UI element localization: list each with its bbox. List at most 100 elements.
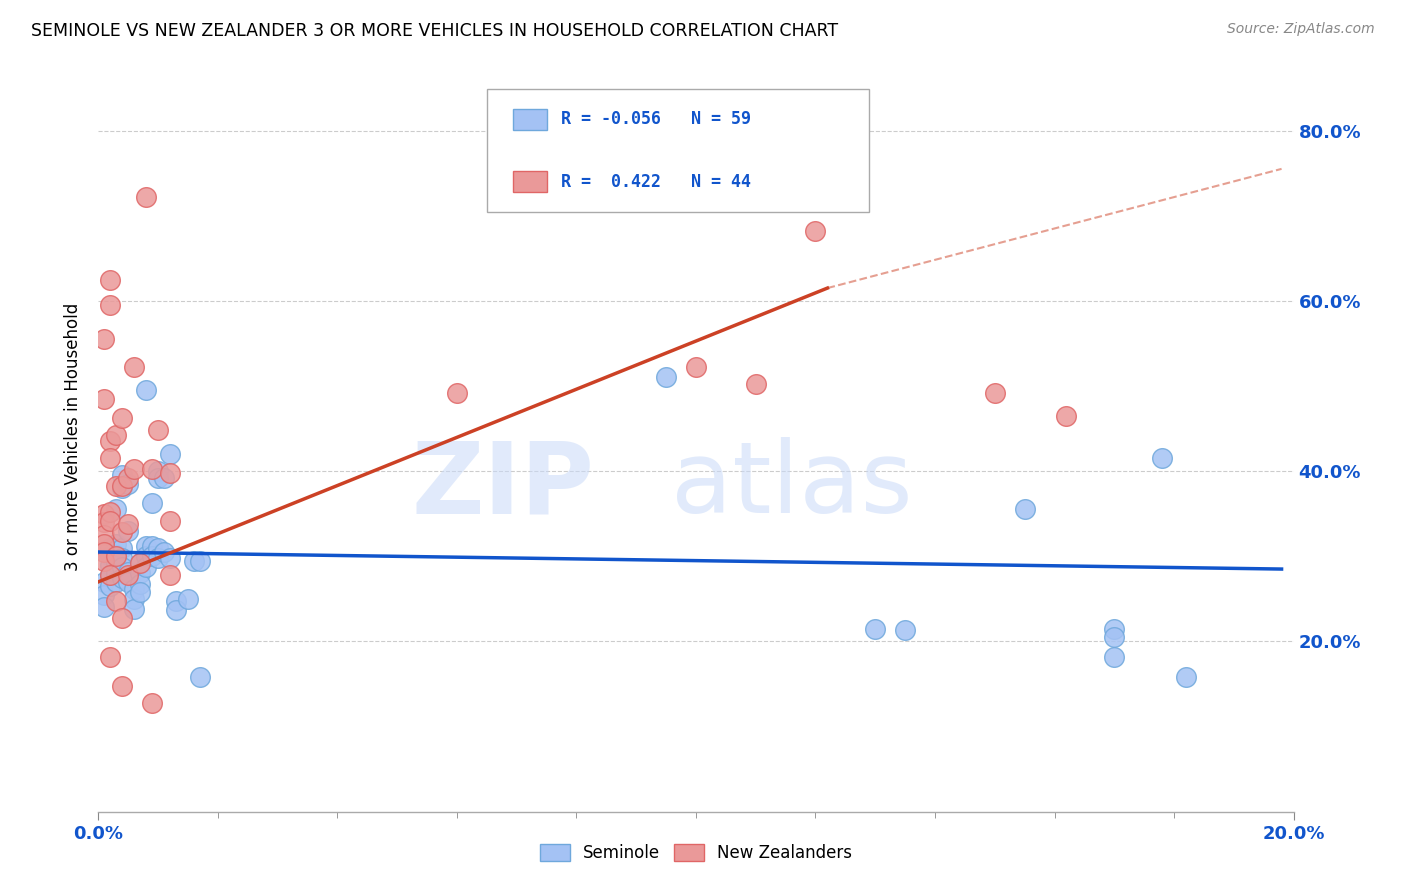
Point	[105, 548, 128, 562]
Point	[93, 515, 115, 529]
Point	[105, 593, 128, 607]
Point	[135, 539, 157, 553]
Point	[159, 447, 181, 461]
Point	[98, 451, 122, 466]
Point	[105, 536, 128, 550]
Point	[1104, 649, 1126, 664]
Point	[865, 622, 887, 636]
Point	[804, 224, 827, 238]
Point	[135, 190, 157, 204]
Point	[129, 556, 152, 570]
Text: Source: ZipAtlas.com: Source: ZipAtlas.com	[1227, 22, 1375, 37]
Point	[685, 360, 707, 375]
Point	[93, 553, 115, 567]
Point	[98, 541, 122, 555]
Point	[98, 568, 122, 582]
Point	[129, 585, 152, 599]
Point	[98, 505, 122, 519]
Point	[129, 566, 152, 581]
Point	[111, 479, 134, 493]
Point	[124, 462, 146, 476]
Point	[148, 471, 170, 485]
Text: atlas: atlas	[671, 437, 912, 534]
Point	[111, 551, 134, 566]
Point	[111, 411, 134, 425]
Point	[98, 558, 122, 572]
Point	[105, 428, 128, 442]
Point	[98, 579, 122, 593]
Point	[105, 549, 128, 564]
Point	[129, 576, 152, 591]
Point	[183, 553, 205, 567]
Point	[1152, 451, 1174, 466]
Point	[117, 471, 139, 485]
Point	[1014, 502, 1036, 516]
Point	[159, 551, 181, 566]
Point	[111, 468, 134, 483]
Point	[124, 591, 146, 606]
Point	[98, 568, 122, 582]
Point	[117, 574, 139, 589]
Point	[93, 574, 115, 589]
Point	[111, 571, 134, 585]
Point	[98, 298, 122, 312]
FancyBboxPatch shape	[513, 109, 547, 130]
Point	[98, 549, 122, 564]
Point	[135, 549, 157, 564]
Point	[111, 541, 134, 555]
FancyBboxPatch shape	[486, 88, 869, 212]
Point	[141, 696, 163, 710]
Point	[141, 539, 163, 553]
Text: SEMINOLE VS NEW ZEALANDER 3 OR MORE VEHICLES IN HOUSEHOLD CORRELATION CHART: SEMINOLE VS NEW ZEALANDER 3 OR MORE VEHI…	[31, 22, 838, 40]
Point	[148, 541, 170, 555]
Point	[98, 434, 122, 449]
Point	[135, 384, 157, 398]
Point	[148, 423, 170, 437]
Point	[177, 591, 200, 606]
Point	[1175, 670, 1198, 684]
Point	[93, 332, 115, 346]
Point	[98, 272, 122, 286]
Point	[93, 588, 115, 602]
Point	[98, 514, 122, 528]
Point	[105, 566, 128, 581]
Point	[129, 556, 152, 570]
Point	[124, 360, 146, 375]
Point	[141, 496, 163, 510]
Point	[117, 524, 139, 538]
Point	[165, 594, 187, 608]
Point	[111, 481, 134, 495]
Point	[446, 385, 468, 400]
Point	[159, 514, 181, 528]
Point	[1056, 409, 1078, 423]
Point	[148, 551, 170, 566]
Point	[153, 471, 176, 485]
Point	[111, 560, 134, 574]
Point	[98, 649, 122, 664]
Legend: Seminole, New Zealanders: Seminole, New Zealanders	[531, 836, 860, 871]
Point	[894, 624, 917, 638]
Point	[153, 545, 176, 559]
Point	[117, 476, 139, 491]
Point	[111, 525, 134, 540]
Point	[93, 392, 115, 406]
Point	[159, 568, 181, 582]
Point	[111, 610, 134, 624]
Point	[135, 559, 157, 574]
Point	[105, 556, 128, 570]
Point	[984, 385, 1007, 400]
Point	[93, 507, 115, 521]
Point	[117, 516, 139, 531]
Point	[93, 600, 115, 615]
Point	[1104, 630, 1126, 644]
FancyBboxPatch shape	[513, 171, 547, 192]
Point	[117, 568, 139, 582]
Y-axis label: 3 or more Vehicles in Household: 3 or more Vehicles in Household	[65, 303, 83, 571]
Point	[1104, 622, 1126, 636]
Point	[188, 553, 211, 567]
Point	[141, 549, 163, 564]
Point	[165, 603, 187, 617]
Point	[148, 464, 170, 478]
Point	[159, 466, 181, 480]
Text: R =  0.422   N = 44: R = 0.422 N = 44	[561, 172, 751, 191]
